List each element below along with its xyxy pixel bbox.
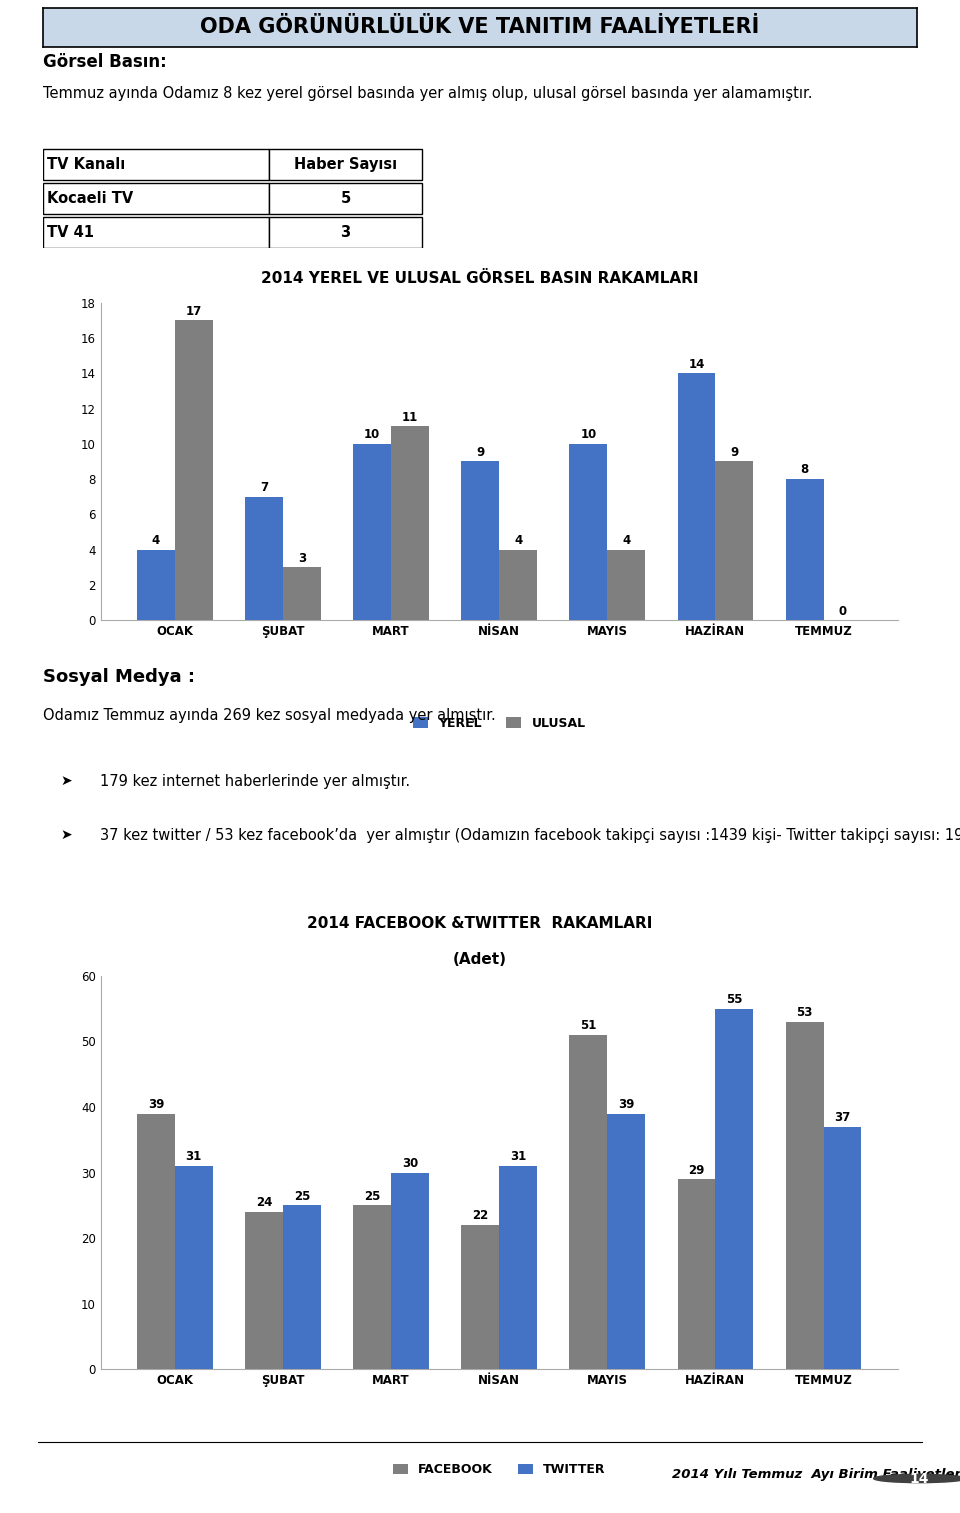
Text: 3: 3 [341,225,350,241]
Text: 31: 31 [185,1150,202,1163]
Bar [785,1021,824,1369]
Bar [269,150,422,180]
Text: 11: 11 [402,410,419,424]
Bar [353,443,391,620]
Text: 0: 0 [838,605,847,617]
Text: Görsel Basın:: Görsel Basın: [43,53,167,71]
Bar [608,549,645,620]
Bar [245,1212,283,1369]
Text: 5: 5 [341,191,350,206]
Text: 4: 4 [152,534,160,548]
Bar [608,1114,645,1369]
Text: TV Kanalı: TV Kanalı [47,157,126,172]
Text: 2014 YEREL VE ULUSAL GÖRSEL BASIN RAKAMLARI: 2014 YEREL VE ULUSAL GÖRSEL BASIN RAKAML… [261,271,699,286]
Bar [678,374,715,620]
Bar [43,150,269,180]
Text: 25: 25 [364,1189,380,1203]
Text: 17: 17 [185,304,202,318]
Text: 14: 14 [688,357,705,371]
Bar [824,1127,861,1369]
Bar [785,480,824,620]
Bar [715,1009,754,1369]
Text: (Adet): (Adet) [453,953,507,967]
Text: 51: 51 [580,1020,596,1032]
Bar [283,1206,321,1369]
Bar [462,461,499,620]
Text: 39: 39 [618,1098,635,1111]
Bar [175,1167,213,1369]
Text: 8: 8 [801,463,808,477]
Bar [245,496,283,620]
Text: 4: 4 [622,534,631,548]
Text: 53: 53 [797,1006,813,1020]
Bar [569,443,608,620]
Bar [283,567,321,620]
Text: 25: 25 [294,1189,310,1203]
Bar [391,1173,429,1369]
Bar [715,461,754,620]
Text: 2014 FACEBOOK &TWITTER  RAKAMLARI: 2014 FACEBOOK &TWITTER RAKAMLARI [307,915,653,930]
Text: 10: 10 [580,428,596,442]
Bar [499,549,537,620]
Bar [43,218,269,248]
Text: 31: 31 [510,1150,526,1163]
Bar [462,1226,499,1369]
Text: TV 41: TV 41 [47,225,94,241]
Bar [175,321,213,620]
Text: 3: 3 [298,552,306,564]
Text: 37: 37 [834,1111,851,1124]
Bar [499,1167,537,1369]
Text: (Adet): (Adet) [453,304,507,319]
Bar [678,1179,715,1369]
Text: 2014 Yılı Temmuz  Ayı Birim Faaliyetleri: 2014 Yılı Temmuz Ayı Birim Faaliyetleri [672,1468,960,1481]
Text: Haber Sayısı: Haber Sayısı [294,157,397,172]
Text: 37 kez twitter / 53 kez facebook’da  yer almıştır (Odamızın facebook takipçi say: 37 kez twitter / 53 kez facebook’da yer … [100,829,960,843]
Text: ➤: ➤ [60,775,72,788]
Bar [137,549,175,620]
Text: 14: 14 [910,1472,929,1486]
Text: Temmuz ayında Odamız 8 kez yerel görsel basında yer almış olup, ulusal görsel ba: Temmuz ayında Odamız 8 kez yerel görsel … [43,86,813,101]
Text: 39: 39 [148,1098,164,1111]
Text: 24: 24 [256,1197,273,1209]
Text: Sosyal Medya :: Sosyal Medya : [43,669,195,687]
Text: 29: 29 [688,1163,705,1177]
Bar [269,183,422,215]
Text: 9: 9 [476,446,485,458]
Bar [269,218,422,248]
Text: 30: 30 [402,1157,419,1170]
Bar [137,1114,175,1369]
Text: ODA GÖRÜNÜRLÜLÜK VE TANITIM FAALİYETLERİ: ODA GÖRÜNÜRLÜLÜK VE TANITIM FAALİYETLERİ [201,17,759,38]
Text: ➤: ➤ [60,829,72,843]
Legend: YEREL, ULUSAL: YEREL, ULUSAL [408,711,590,735]
Text: 179 kez internet haberlerinde yer almıştır.: 179 kez internet haberlerinde yer almışt… [100,775,410,790]
Text: Odamız Temmuz ayında 269 kez sosyal medyada yer almıştır.: Odamız Temmuz ayında 269 kez sosyal medy… [43,708,496,723]
Text: 22: 22 [472,1209,489,1223]
Text: 10: 10 [364,428,380,442]
Text: 55: 55 [726,993,743,1006]
Bar [43,183,269,215]
Bar [353,1206,391,1369]
Legend: FACEBOOK, TWITTER: FACEBOOK, TWITTER [388,1459,611,1481]
Text: 4: 4 [514,534,522,548]
Text: 7: 7 [260,481,268,495]
Bar [391,427,429,620]
Circle shape [874,1474,960,1483]
Bar [569,1035,608,1369]
Text: Kocaeli TV: Kocaeli TV [47,191,133,206]
Text: 9: 9 [731,446,738,458]
